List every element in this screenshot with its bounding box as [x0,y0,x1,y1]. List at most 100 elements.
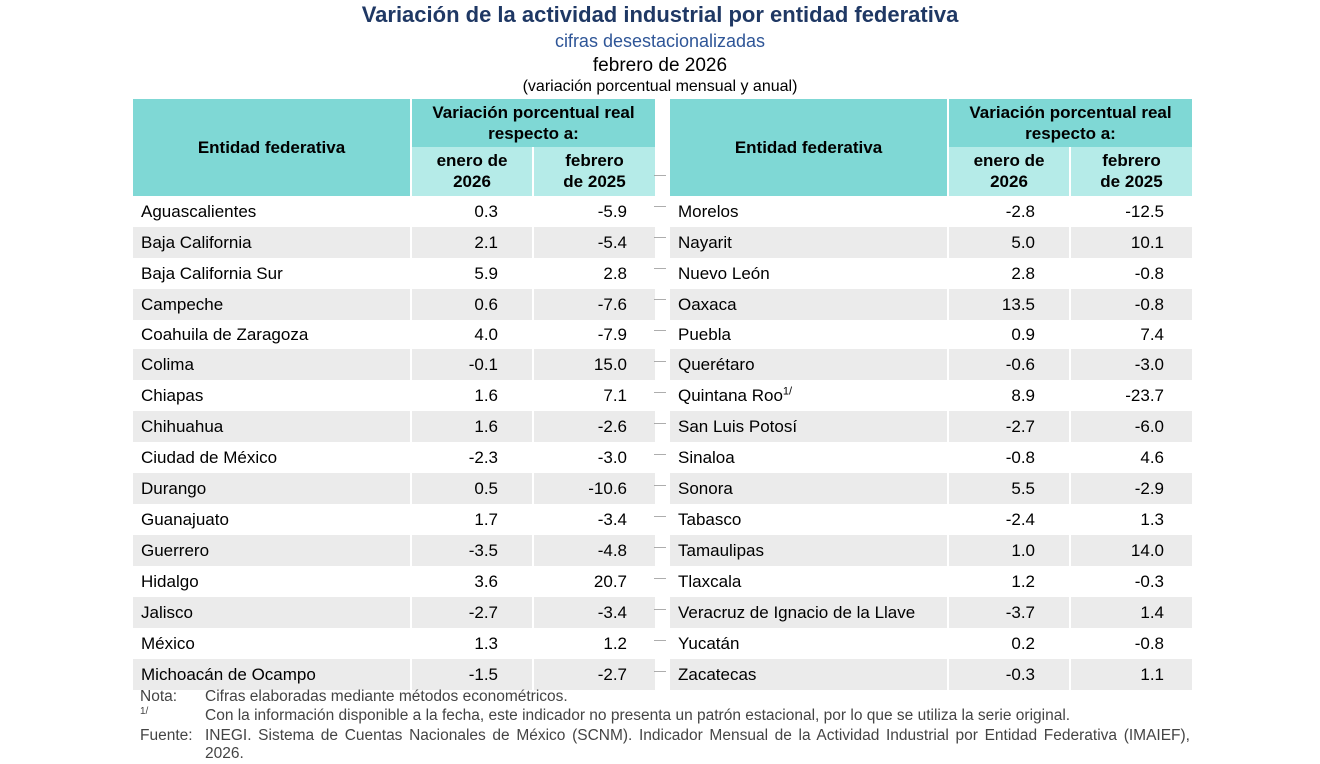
value-cell: 7.4 [1140,325,1164,344]
header-cell: Variación porcentual real respecto a: [949,99,1192,147]
row: Oaxaca 13.5 -0.8 [670,289,1192,320]
row: Tamaulipas 1.0 14.0 [670,535,1192,566]
row: Durango 0.5 -10.6 [133,473,655,504]
value-cell: 7.1 [603,386,627,405]
entity-cell: Colima [133,349,410,380]
value-cell: -2.8 [1005,202,1035,221]
value-cell: -2.7 [534,659,655,690]
value-cell: 2.1 [412,227,532,258]
row: Aguascalientes 0.3 -5.9 [133,196,655,227]
value-cell: 4.6 [1140,448,1164,467]
header-cell: febrero de 2025 [1071,146,1192,196]
table: Entidad federativa Variación porcentual r… [131,99,657,690]
entity-cell: Baja California Sur [133,258,410,289]
header-cell: Entidad federativa [670,99,947,196]
value-cell: -0.3 [1134,572,1164,591]
value-cell: -5.4 [534,227,655,258]
header-cell: enero de 2026 [949,146,1069,196]
table-body: Aguascalientes 0.3 -5.9 Baja California 2.1-… [133,196,655,690]
value-cell: -7.6 [534,289,655,320]
value-cell: -12.5 [1125,202,1164,221]
value-cell: 1.3 [1140,510,1164,529]
entity-cell: Zacatecas [670,659,947,690]
value-cell: -3.0 [597,448,627,467]
value-cell: -3.7 [949,597,1069,628]
entity-cell: Sinaloa [670,442,947,473]
value-cell: -0.6 [949,349,1069,380]
entity-cell: Michoacán de Ocampo [133,659,410,690]
entity-name: Durango [141,479,207,498]
header-cell: Entidad federativa [133,99,410,196]
entity-cell: Puebla [670,320,947,349]
value-cell: 1.4 [1071,597,1192,628]
value-cell: 5.9 [474,264,498,283]
value-cell: -2.4 [1005,510,1035,529]
entity-name: Zacatecas [678,665,757,684]
value-cell: -0.1 [412,349,532,380]
row: Nuevo León 2.8 -0.8 [670,258,1192,289]
entity-name: Sonora [678,479,733,498]
entity-cell: Jalisco [133,597,410,628]
value-cell: 1.2 [1011,572,1035,591]
table-head: Entidad federativa Variación porcentual r… [133,99,655,196]
table-right: Entidad federativa Variación porcentual r… [670,99,1192,690]
value-cell: 1.0 [949,535,1069,566]
entity-cell: Querétaro [670,349,947,380]
value-cell: -2.9 [1071,473,1192,504]
entity-cell: Chiapas [133,380,410,411]
entity-name: Aguascalientes [141,202,257,221]
entity-name: Yucatán [678,634,740,653]
header-cell: Variación porcentual real respecto a: [412,99,655,147]
value-cell: 14.0 [1071,535,1192,566]
note-text: Cifras elaboradas mediante métodos econo… [205,688,568,705]
header-cell: febrero de 2025 [534,146,655,196]
value-cell: 3.6 [474,572,498,591]
entity-name: Michoacán de Ocampo [141,665,316,684]
entity-cell: Sonora [670,473,947,504]
entity-cell: Tamaulipas [670,535,947,566]
entity-cell: Aguascalientes [133,196,410,227]
note-label: Nota: [140,688,178,705]
separator [652,146,668,686]
value-cell: -2.7 [412,597,532,628]
header-row: Entidad federativa Variación porcentual r… [670,99,1192,196]
value-cell: 2.8 [603,264,627,283]
value-cell: 13.5 [949,289,1069,320]
entity-name: Baja California [141,233,252,252]
value-cell: -1.5 [412,659,532,690]
entity-name: Guanajuato [141,510,229,529]
entity-cell: Tlaxcala [670,566,947,597]
row: Michoacán de Ocampo -1.5 -2.7 [133,659,655,690]
row: Sonora 5.5 -2.9 [670,473,1192,504]
entity-cell: Oaxaca [670,289,947,320]
entity-name: Nayarit [678,233,732,252]
row: Guerrero -3.5 -4.8 [133,535,655,566]
entity-cell: México [133,628,410,659]
header-text: febrero de 2025 [563,151,626,192]
row: Yucatán 0.2 -0.8 [670,628,1192,659]
value-cell: 1.6 [412,411,532,442]
footnote-ref: 1/ [782,385,793,398]
row: Ciudad de México -2.3 -3.0 [133,442,655,473]
note-label: 1/ [140,706,149,717]
row: Baja California 2.1 -5.4 [133,227,655,258]
entity-name: Jalisco [141,603,193,622]
entity-name: Chihuahua [141,417,224,436]
row: México 1.3 1.2 [133,628,655,659]
entity-cell: Durango [133,473,410,504]
row: Sinaloa -0.8 4.6 [670,442,1192,473]
value-cell: 1.7 [474,510,498,529]
value-cell: 4.0 [474,325,498,344]
entity-cell: Guerrero [133,535,410,566]
table-head: Entidad federativa Variación porcentual r… [670,99,1192,196]
entity-cell: Veracruz de Ignacio de la Llave [670,597,947,628]
value-cell: -7.9 [597,325,627,344]
table-left: Entidad federativa Variación porcentual r… [133,99,655,690]
entity-cell: Quintana Roo1/ [670,380,947,411]
title: Variación de la actividad industrial por… [361,2,959,27]
entity-cell: Nayarit [670,227,947,258]
entity-cell: Ciudad de México [133,442,410,473]
entity-name: Coahuila de Zaragoza [141,325,309,344]
value-cell: -0.3 [949,659,1069,690]
